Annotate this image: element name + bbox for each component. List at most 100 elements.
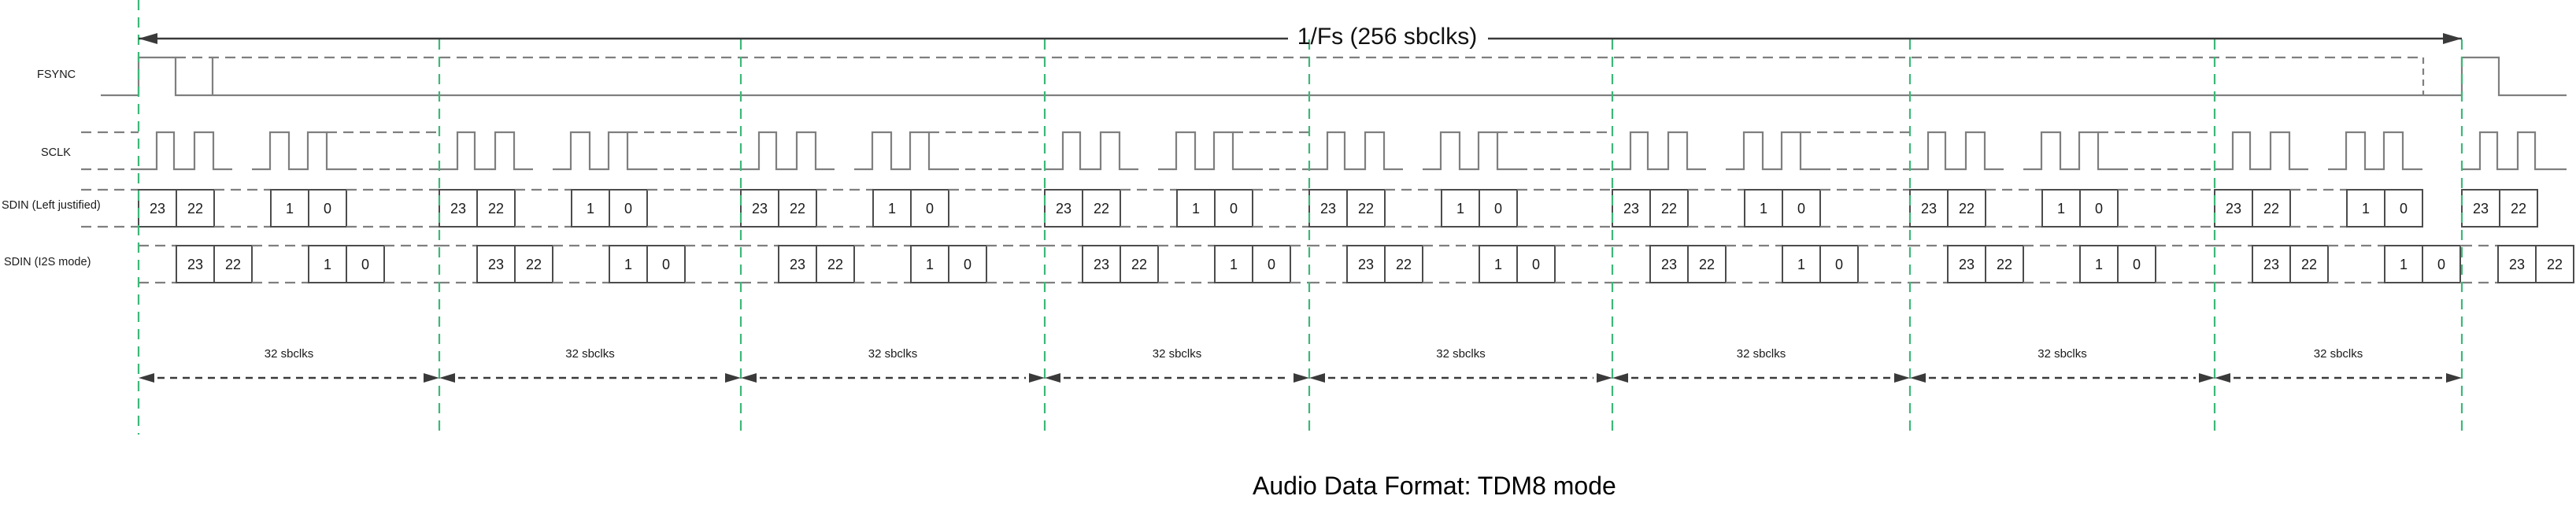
bit-cell — [2214, 189, 2253, 228]
bit-cell-label: 0 — [1835, 257, 1843, 272]
frame-width-label: 32 sbclks — [2313, 347, 2363, 361]
period-dimension — [139, 33, 2462, 44]
bit-cell-label: 1 — [926, 257, 934, 272]
bit-cell-label: 23 — [1623, 201, 1639, 216]
arrowhead-right — [2443, 33, 2462, 44]
bit-cell-label: 0 — [324, 201, 331, 216]
sdin-i2s-waveform: 23 22 1 0 23 22 1 0 23 22 1 0 23 22 1 0 23 22 1 0 23 22 1 0 23 22… — [139, 244, 2574, 284]
bit-cell — [1649, 189, 1689, 228]
bit-cell-label: 22 — [1959, 201, 1975, 216]
bit-cell-label: 0 — [926, 201, 934, 216]
bit-cell-label: 23 — [1094, 257, 1109, 272]
bit-cell-label: 23 — [1358, 257, 1374, 272]
bit-cell — [1346, 189, 1386, 228]
bit-cell-label: 1 — [1192, 201, 1200, 216]
bit-cell-label: 0 — [2133, 257, 2141, 272]
bit-cell — [476, 189, 516, 228]
bit-cell-label: 1 — [888, 201, 896, 216]
bit-cell — [948, 245, 987, 283]
bit-cell-label: 22 — [2547, 257, 2563, 272]
frame-width-label: 32 sbclks — [2037, 347, 2087, 361]
bit-cell-label: 22 — [1699, 257, 1715, 272]
bit-cell-label: 22 — [1997, 257, 2012, 272]
bit-cell — [2252, 245, 2291, 283]
arrowhead-left — [1910, 373, 1926, 383]
bit-cell — [1687, 245, 1727, 283]
bit-cell-label: 22 — [2511, 201, 2526, 216]
bit-cell-label: 23 — [2473, 201, 2489, 216]
bit-cell — [1744, 189, 1783, 228]
bit-cell-label: 1 — [2362, 201, 2370, 216]
arrowhead-right — [2446, 373, 2462, 383]
bit-cell-label: 1 — [1456, 201, 1464, 216]
frame-width-label: 32 sbclks — [1152, 347, 1202, 361]
bit-cell — [2384, 245, 2423, 283]
bit-cell — [1082, 245, 1121, 283]
bit-cell — [1384, 245, 1423, 283]
bit-cell-label: 1 — [2095, 257, 2103, 272]
bit-cell — [1909, 189, 1949, 228]
arrowhead-left — [1045, 373, 1060, 383]
arrowhead-left — [139, 33, 157, 44]
bit-cell-label: 23 — [1921, 201, 1937, 216]
bit-cell — [1082, 189, 1121, 228]
bit-cell-label: 23 — [752, 201, 768, 216]
bit-cell-label: 23 — [2226, 201, 2241, 216]
bit-cell-label: 23 — [150, 201, 165, 216]
bit-cell-label: 23 — [1056, 201, 1071, 216]
bit-cell — [308, 189, 347, 228]
bit-cell — [1479, 245, 1518, 283]
bit-cell-label: 0 — [1268, 257, 1275, 272]
bit-cell — [1819, 245, 1859, 283]
bit-cell — [571, 189, 610, 228]
bit-cell-label: 23 — [1959, 257, 1975, 272]
bit-cell-label: 0 — [964, 257, 972, 272]
bit-cell-label: 1 — [2057, 201, 2065, 216]
bit-cell — [1947, 245, 1986, 283]
arrowhead-right — [424, 373, 439, 383]
arrowhead-right — [1029, 373, 1045, 383]
bit-cell-label: 22 — [2301, 257, 2317, 272]
bit-cell — [910, 245, 949, 283]
bit-cell-label: 23 — [488, 257, 504, 272]
sclk-waveform — [81, 131, 2567, 171]
bit-cell — [1649, 245, 1689, 283]
arrowhead-left — [2215, 373, 2230, 383]
bit-cell-label: 23 — [1320, 201, 1336, 216]
frame-width-label: 32 sbclks — [1436, 347, 1486, 361]
bit-cell-label: 1 — [587, 201, 594, 216]
bit-cell-label: 1 — [624, 257, 632, 272]
bit-cell-label: 1 — [286, 201, 294, 216]
bit-cell — [1947, 189, 1986, 228]
bit-cell-label: 0 — [1532, 257, 1540, 272]
bit-cell-label: 23 — [2263, 257, 2279, 272]
bit-cell — [1252, 245, 1291, 283]
bit-cell — [2252, 189, 2291, 228]
frame-width-label: 32 sbclks — [264, 347, 314, 361]
frame-width-label: 32 sbclks — [868, 347, 918, 361]
bit-cell — [1346, 245, 1386, 283]
bit-cell — [1214, 189, 1253, 228]
bit-cell — [1782, 245, 1821, 283]
arrowhead-right — [2199, 373, 2215, 383]
bit-cell — [2041, 189, 2081, 228]
bit-cell — [2499, 189, 2538, 228]
bit-cell — [609, 189, 648, 228]
bit-cell — [176, 189, 215, 228]
signal-label-sdin-left-justified: SDIN (Left justified) — [2, 199, 101, 212]
bit-cell-label: 22 — [1094, 201, 1109, 216]
bit-cell — [1120, 245, 1159, 283]
arrowhead-left — [1309, 373, 1325, 383]
fsync-line — [101, 56, 2567, 97]
arrowhead-left — [741, 373, 757, 383]
frame-boundary-lines — [137, 0, 2463, 435]
bit-cell-label: 1 — [1797, 257, 1805, 272]
bit-cell-label: 22 — [827, 257, 843, 272]
frame-width-dimensions — [139, 373, 2462, 383]
bit-cell-label: 1 — [1494, 257, 1502, 272]
bit-cell-label: 0 — [2400, 201, 2408, 216]
bit-cell-label: 0 — [2437, 257, 2445, 272]
bit-cell — [2535, 245, 2574, 283]
arrowhead-right — [1894, 373, 1910, 383]
